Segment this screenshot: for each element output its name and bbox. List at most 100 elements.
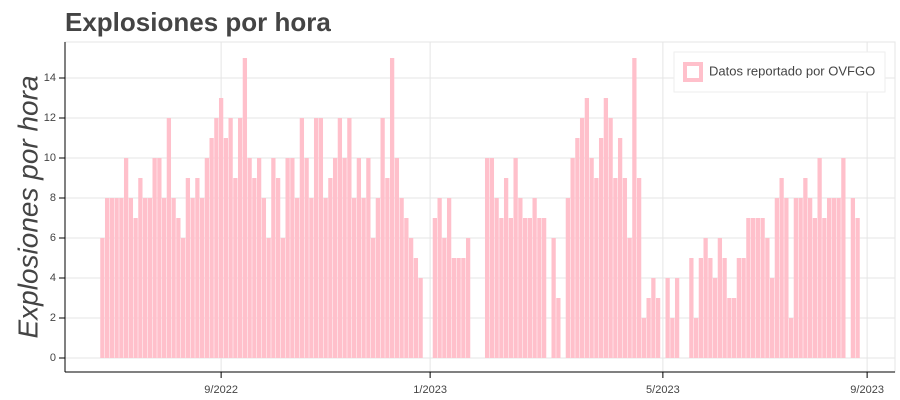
bar (380, 118, 385, 358)
bar (803, 178, 808, 358)
bar (109, 198, 115, 358)
bar (290, 158, 295, 358)
bar (176, 218, 181, 358)
bar (703, 238, 708, 358)
bar (655, 298, 661, 358)
bar (242, 58, 248, 358)
bar (769, 278, 775, 358)
bar (432, 218, 438, 358)
bar (332, 158, 338, 358)
bar (565, 198, 571, 358)
bar (807, 198, 813, 358)
bar (836, 198, 841, 358)
bar (204, 158, 210, 358)
bar (613, 178, 618, 358)
bar (119, 198, 124, 358)
bar (323, 198, 328, 358)
legend-box (673, 51, 886, 93)
bar (822, 218, 827, 358)
y-tick-label: 4 (50, 272, 56, 284)
bar (347, 118, 352, 358)
bar (104, 198, 110, 358)
bar (370, 238, 376, 358)
bar (850, 198, 856, 358)
bar (294, 198, 300, 358)
bar (266, 238, 271, 358)
bar (361, 198, 366, 358)
bar (389, 58, 395, 358)
bar (195, 178, 200, 358)
bar (446, 198, 452, 358)
bar (252, 178, 257, 358)
bar (793, 198, 799, 358)
bar (271, 158, 276, 358)
bar (812, 218, 818, 358)
bar (247, 158, 252, 358)
y-tick-label: 10 (44, 152, 56, 164)
bar (451, 258, 457, 358)
bar (741, 258, 746, 358)
bar (774, 198, 780, 358)
bar (100, 238, 105, 358)
bar (328, 178, 333, 358)
x-tick-label: 9/2022 (204, 384, 238, 396)
bar (784, 198, 789, 358)
bar (755, 218, 761, 358)
x-tick-label: 5/2023 (646, 384, 680, 396)
bar (594, 178, 599, 358)
bar (494, 198, 499, 358)
bar (788, 318, 794, 358)
x-tick-label: 9/2023 (850, 384, 884, 396)
bar (817, 158, 822, 358)
bar (503, 178, 509, 358)
y-tick-label: 6 (50, 232, 56, 244)
bar (589, 158, 594, 358)
bar (128, 198, 134, 358)
bar (152, 158, 157, 358)
bar (608, 118, 613, 358)
bar (708, 258, 713, 358)
bar (798, 198, 803, 358)
bar (579, 118, 585, 358)
bar (518, 198, 523, 358)
x-tick-label: 1/2023 (413, 384, 447, 396)
bar (584, 98, 590, 358)
y-tick-label: 12 (44, 112, 56, 124)
bar (337, 118, 343, 358)
bar (256, 158, 262, 358)
bar (670, 318, 675, 358)
bar (632, 58, 637, 358)
bar (385, 178, 390, 358)
bar (617, 138, 623, 358)
bar (570, 158, 575, 358)
bar (456, 258, 461, 358)
bar (190, 198, 195, 358)
bar (161, 198, 167, 358)
bar (280, 238, 286, 358)
bar (356, 158, 362, 358)
bar (855, 218, 860, 358)
bar (722, 258, 727, 358)
bar (285, 158, 290, 358)
bar (746, 218, 751, 358)
bar (841, 158, 846, 358)
bar (532, 198, 537, 358)
bar (831, 198, 837, 358)
bar (223, 138, 229, 358)
bar (489, 158, 495, 358)
bar (712, 278, 718, 358)
bar (461, 258, 466, 358)
bar (218, 98, 224, 358)
bar (765, 238, 770, 358)
bar (826, 198, 832, 358)
bar (537, 218, 542, 358)
bar (465, 238, 471, 358)
bar (394, 158, 400, 358)
bar (313, 118, 319, 358)
bar (304, 158, 309, 358)
bar (318, 118, 324, 358)
bar (413, 258, 419, 358)
bar (366, 158, 371, 358)
bar (693, 318, 699, 358)
bar (760, 218, 765, 358)
